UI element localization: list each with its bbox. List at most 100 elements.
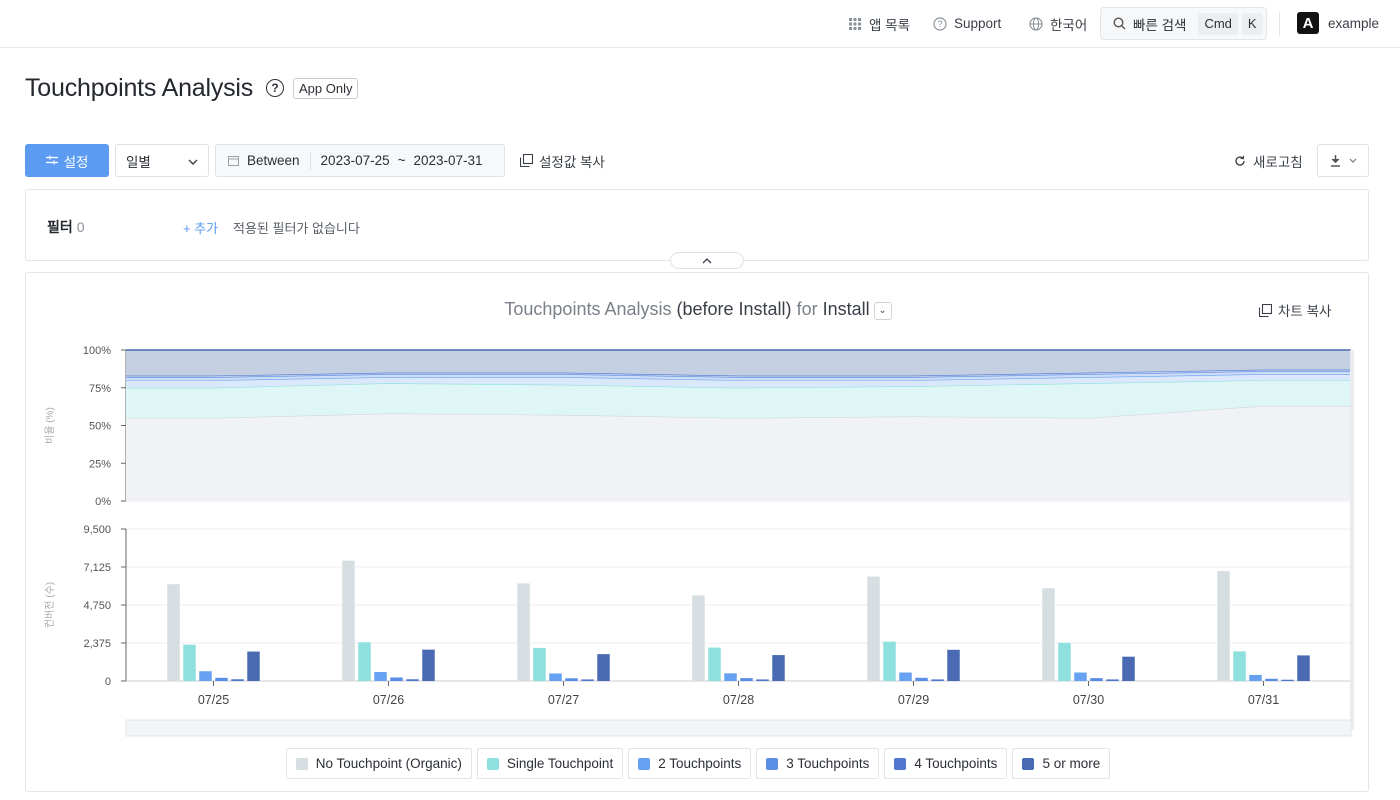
bar-three xyxy=(1265,678,1278,681)
y-tick-label: 25% xyxy=(89,458,111,470)
bar-five xyxy=(772,655,785,681)
range-navigator[interactable] xyxy=(125,719,1352,737)
filter-count: 0 xyxy=(76,219,85,235)
bar-single xyxy=(1233,651,1246,681)
area-line-organic xyxy=(126,405,1351,419)
bar-two xyxy=(1249,674,1262,681)
touchpoints-chart: 100% 75% 50% 25% 0% 비율 (%) 9,500 7,125 4,750 2,37… xyxy=(44,345,1354,737)
y-tick-label: 0 xyxy=(105,676,111,688)
x-tick-label: 07/25 xyxy=(198,693,229,707)
bar-single xyxy=(183,644,196,681)
legend-swatch xyxy=(1022,757,1035,770)
bar-two xyxy=(199,671,212,681)
chart-title-event: Install xyxy=(822,299,870,319)
chart-title-scope: (before Install) xyxy=(676,299,792,319)
app-list-link[interactable]: 앱 목록 xyxy=(848,0,910,47)
search-icon xyxy=(1113,17,1126,30)
bar-organic xyxy=(1042,588,1055,681)
x-tick-label: 07/30 xyxy=(1073,693,1104,707)
bar-organic xyxy=(342,560,355,681)
copy-chart-button[interactable]: 차트 복사 xyxy=(1259,300,1331,320)
calendar-icon xyxy=(228,155,239,166)
brand-logo: A xyxy=(1297,12,1319,34)
bar-organic xyxy=(517,583,530,681)
bar-five xyxy=(1122,656,1135,681)
sliders-icon xyxy=(45,154,58,168)
legend-swatch xyxy=(766,757,779,770)
chevron-down-icon xyxy=(1349,158,1357,163)
legend-label: No Touchpoint (Organic) xyxy=(315,756,462,771)
shortcut-cmd: Cmd xyxy=(1198,12,1238,35)
bar-two xyxy=(1074,672,1087,681)
x-tick-label: 07/27 xyxy=(548,693,579,707)
bar-single xyxy=(358,642,371,681)
legend-item-single[interactable]: Single Touchpoint xyxy=(476,748,624,779)
chevron-up-icon xyxy=(702,257,712,264)
bar-two xyxy=(374,672,387,681)
account-menu[interactable]: example xyxy=(1328,16,1380,31)
scrollbar[interactable] xyxy=(1350,350,1354,730)
x-tick-label: 07/29 xyxy=(898,693,929,707)
refresh-button[interactable]: 새로고침 xyxy=(1234,144,1303,177)
bar-single xyxy=(1058,642,1071,681)
language-switcher[interactable]: 한국어 xyxy=(1029,0,1087,47)
download-button[interactable] xyxy=(1317,144,1369,177)
legend-swatch xyxy=(295,757,308,770)
legend-item-three[interactable]: 3 Touchpoints xyxy=(756,748,880,779)
y-tick-label: 9,500 xyxy=(83,524,111,536)
legend-item-five[interactable]: 5 or more xyxy=(1012,748,1111,779)
period-select[interactable]: 일별 xyxy=(115,144,209,177)
divider xyxy=(1279,12,1280,36)
bar-four xyxy=(581,679,594,681)
collapse-filter-toggle[interactable] xyxy=(670,252,744,269)
bar-organic xyxy=(692,595,705,681)
copy-settings-label: 설정값 복사 xyxy=(539,154,605,170)
help-circle-icon: ? xyxy=(933,16,947,31)
shortcut-k: K xyxy=(1241,12,1263,35)
bar-organic xyxy=(867,576,880,681)
legend-swatch xyxy=(894,757,907,770)
settings-button[interactable]: 설정 xyxy=(25,144,109,177)
bar-four xyxy=(1281,679,1294,681)
grid-icon xyxy=(848,17,862,31)
bar-organic xyxy=(1217,571,1230,681)
help-icon[interactable]: ? xyxy=(266,79,284,97)
quick-search-button[interactable]: 빠른 검색 Cmd K xyxy=(1100,7,1267,40)
app-list-label: 앱 목록 xyxy=(869,17,911,33)
legend-item-two[interactable]: 2 Touchpoints xyxy=(628,748,752,779)
add-filter-button[interactable]: + 추가 xyxy=(183,221,219,236)
y-tick-label: 4,750 xyxy=(83,600,111,612)
support-link[interactable]: ? Support xyxy=(933,0,1001,47)
legend-label: Single Touchpoint xyxy=(506,756,614,771)
filter-empty-text: 적용된 필터가 없습니다 xyxy=(233,221,360,236)
y-tick-label: 7,125 xyxy=(83,562,111,574)
bar-four xyxy=(231,679,244,681)
legend-swatch xyxy=(486,757,499,770)
download-icon xyxy=(1330,154,1341,167)
legend-label: 5 or more xyxy=(1042,756,1101,771)
bar-two xyxy=(549,673,562,681)
page-title: Touchpoints Analysis xyxy=(25,74,254,102)
chart-title-for: for xyxy=(791,299,823,319)
event-dropdown-button[interactable]: ⌄ xyxy=(873,302,892,320)
bar-five xyxy=(947,649,960,681)
x-tick-label: 07/26 xyxy=(373,693,404,707)
support-label: Support xyxy=(954,16,1002,31)
quick-search-label: 빠른 검색 xyxy=(1133,17,1187,33)
date-range-picker[interactable]: Between 2023-07-25 ~ 2023-07-31 xyxy=(215,144,505,177)
bar-three xyxy=(1090,678,1103,681)
x-tick-label: 07/31 xyxy=(1248,693,1279,707)
start-date: 2023-07-25 xyxy=(320,153,390,168)
bar-four xyxy=(406,679,419,681)
legend-item-four[interactable]: 4 Touchpoints xyxy=(884,748,1008,779)
legend-item-organic[interactable]: No Touchpoint (Organic) xyxy=(285,748,472,779)
bar-four xyxy=(1106,679,1119,681)
bar-five xyxy=(422,649,435,681)
copy-icon xyxy=(520,154,533,167)
copy-chart-label: 차트 복사 xyxy=(1278,304,1332,319)
y-tick-label: 0% xyxy=(95,496,111,508)
bar-three xyxy=(565,678,578,681)
legend-label: 3 Touchpoints xyxy=(786,756,870,771)
filter-label: 필터 xyxy=(47,219,73,235)
copy-settings-button[interactable]: 설정값 복사 xyxy=(520,144,605,177)
